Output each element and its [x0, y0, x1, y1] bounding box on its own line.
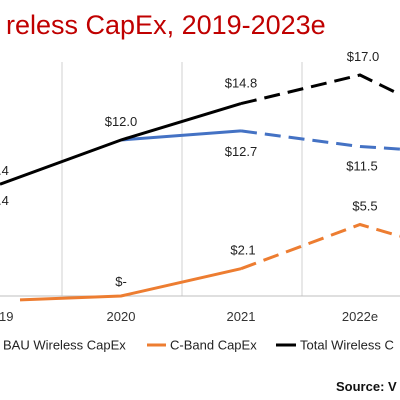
legend-label-1: C-Band CapEx: [170, 338, 257, 353]
edge-label-upper: .4: [0, 163, 9, 178]
series-line-estimate-0: [240, 129, 400, 151]
chart-title: reless CapEx, 2019-2023e: [6, 10, 326, 40]
legend-label-0: BAU Wireless CapEx: [3, 338, 126, 353]
data-label-2-3: $17.0: [347, 49, 380, 64]
series-line-estimate-1: [240, 222, 400, 271]
data-label-1-2: $2.1: [230, 243, 255, 258]
x-tick-labels: 19 2020 2021 2022e: [0, 309, 378, 324]
legend-label-2: Total Wireless C: [300, 338, 394, 353]
data-label-2-2: $14.8: [225, 76, 258, 91]
data-labels: $12.7 $11.5 $- $2.1 $5.5 $12.0 $14.8 $17.0: [105, 49, 380, 289]
edge-labels: .4 .4: [0, 163, 9, 208]
edge-label-lower: .4: [0, 193, 9, 208]
x-tick-2: 2021: [227, 309, 256, 324]
data-label-0-3: $11.5: [346, 159, 378, 174]
x-tick-1: 2020: [107, 309, 136, 324]
series-line-solid-1: [19, 267, 242, 302]
vertical-gridlines: [61, 62, 303, 296]
series-lines: [0, 73, 400, 302]
series-line-estimate-2: [240, 73, 400, 106]
series-line-solid-0: [120, 129, 242, 142]
x-tick-0: 19: [0, 309, 13, 324]
data-label-0-2: $12.7: [225, 144, 258, 159]
data-label-1-1: $-: [115, 274, 127, 289]
data-label-1-3: $5.5: [352, 199, 377, 214]
x-tick-3: 2022e: [342, 309, 378, 324]
series-line-solid-2: [0, 102, 242, 186]
data-label-2-1: $12.0: [105, 114, 138, 129]
legend: BAU Wireless CapEx C-Band CapEx Total Wire…: [3, 338, 394, 353]
source-note: Source: V: [336, 379, 397, 394]
